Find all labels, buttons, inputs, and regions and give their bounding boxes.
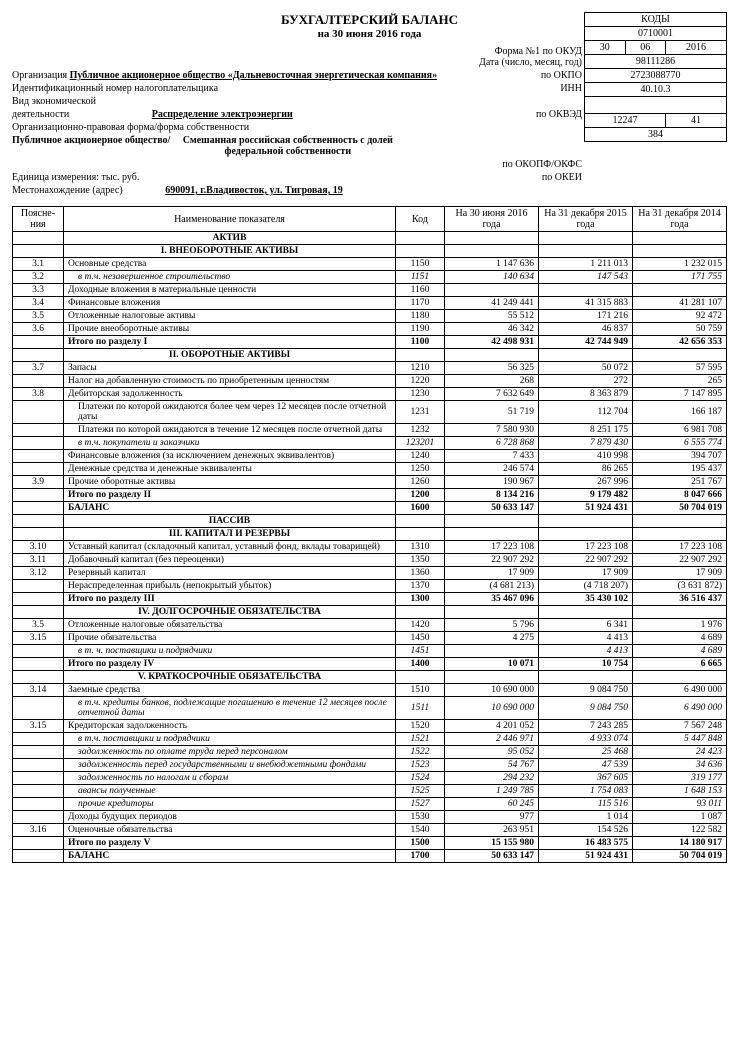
table-row: Итого по разделу IV140010 07110 7546 665 <box>13 658 727 671</box>
table-row: 3.16Оценочные обязательства1540263 95115… <box>13 824 727 837</box>
table-row: 3.14Заемные средства151010 690 0009 084 … <box>13 684 727 697</box>
table-row: 3.8Дебиторская задолженность12307 632 64… <box>13 388 727 401</box>
date-day: 30 <box>585 41 626 55</box>
table-row: V. КРАТКОСРОЧНЫЕ ОБЯЗАТЕЛЬСТВА <box>13 671 727 684</box>
table-row: прочие кредиторы152760 245115 51693 011 <box>13 798 727 811</box>
okved-val: 40.10.3 <box>585 83 727 97</box>
table-row: БАЛАНС160050 633 14751 924 43150 704 019 <box>13 502 727 515</box>
table-row: 3.5Отложенные налоговые активы118055 512… <box>13 310 727 323</box>
table-row: III. КАПИТАЛ И РЕЗЕРВЫ <box>13 528 727 541</box>
act-label: Вид экономической <box>12 96 96 107</box>
table-row: АКТИВ <box>13 232 727 245</box>
table-row: в т.ч. покупатели и заказчики1232016 728… <box>13 437 727 450</box>
form-label: Форма №1 по ОКУД <box>12 46 582 57</box>
table-row: 3.1Основные средства11501 147 6361 211 0… <box>13 258 727 271</box>
th-col1: На 30 июня 2016 года <box>445 207 539 232</box>
table-row: Денежные средства и денежные эквиваленты… <box>13 463 727 476</box>
unit-label: Единица измерения: тыс. руб. <box>12 172 139 183</box>
table-row: Итого по разделу II12008 134 2169 179 48… <box>13 489 727 502</box>
codes-table: КОДЫ 0710001 30 06 2016 98111286 2723088… <box>584 12 727 142</box>
table-row: Итого по разделу I110042 498 93142 744 9… <box>13 336 727 349</box>
okud-val: 0710001 <box>585 27 727 41</box>
inn-label: Идентификационный номер налогоплательщик… <box>12 83 218 94</box>
inn-r: ИНН <box>560 83 582 94</box>
table-row: 3.7Запасы121056 32550 07257 595 <box>13 362 727 375</box>
header-block: БУХГАЛТЕРСКИЙ БАЛАНС на 30 июня 2016 год… <box>12 12 727 196</box>
okei-label: по ОКЕИ <box>542 172 582 183</box>
table-row: в т.ч. поставщики и подрядчики15212 446 … <box>13 733 727 746</box>
table-row: ПАССИВ <box>13 515 727 528</box>
act-label2: деятельности <box>12 109 69 120</box>
table-row: БАЛАНС170050 633 14751 924 43150 704 019 <box>13 850 727 863</box>
th-note: Поясне- ния <box>13 207 64 232</box>
table-row: Доходы будущих периодов15309771 0141 087 <box>13 811 727 824</box>
table-row: Нераспределенная прибыль (непокрытый убы… <box>13 580 727 593</box>
okopf1-val: 12247 <box>585 114 666 128</box>
table-row: IV. ДОЛГОСРОЧНЫЕ ОБЯЗАТЕЛЬСТВА <box>13 606 727 619</box>
okved-label: по ОКВЭД <box>536 109 582 120</box>
okopf2-val: 41 <box>666 114 727 128</box>
table-row: 3.10Уставный капитал (складочный капитал… <box>13 541 727 554</box>
table-row: 3.6Прочие внеоборотные активы119046 3424… <box>13 323 727 336</box>
balance-table: Поясне- ния Наименование показателя Код … <box>12 206 727 863</box>
table-row: 3.3Доходные вложения в материальные ценн… <box>13 284 727 297</box>
inn-val: 2723088770 <box>585 69 727 83</box>
table-row: в т. ч. поставщики и подрядчики14514 413… <box>13 645 727 658</box>
org-label: Организация <box>12 70 67 81</box>
table-row: Финансовые вложения (за исключением дене… <box>13 450 727 463</box>
okpo-val: 98111286 <box>585 55 727 69</box>
th-col2: На 31 декабря 2015 года <box>539 207 633 232</box>
act-val: Распределение электроэнергии <box>152 109 293 120</box>
table-row: 3.12Резервный капитал136017 90917 90917 … <box>13 567 727 580</box>
okei-val: 384 <box>585 128 727 142</box>
addr-val: 690091, г.Владивосток, ул. Тигровая, 19 <box>165 185 343 196</box>
table-row: в т.ч. кредиты банков, подлежащие погаше… <box>13 697 727 720</box>
th-name: Наименование показателя <box>64 207 396 232</box>
own-val: Смешанная российская собственность с дол… <box>173 135 403 157</box>
table-row: 3.2в т.ч. незавершенное строительство115… <box>13 271 727 284</box>
table-row: Платежи по которой ожидаются более чем ч… <box>13 401 727 424</box>
table-row: 3.5Отложенные налоговые обязательства142… <box>13 619 727 632</box>
table-row: Итого по разделу V150015 155 98016 483 5… <box>13 837 727 850</box>
table-row: II. ОБОРОТНЫЕ АКТИВЫ <box>13 349 727 362</box>
codes-header: КОДЫ <box>585 13 727 27</box>
addr-label: Местонахождение (адрес) <box>12 185 123 196</box>
form-org-val: Публичное акционерное общество/ <box>12 135 170 146</box>
table-row: I. ВНЕОБОРОТНЫЕ АКТИВЫ <box>13 245 727 258</box>
table-row: задолженность по налогам и сборам1524294… <box>13 772 727 785</box>
org-val: Публичное акционерное общество «Дальнево… <box>70 70 437 81</box>
okpo-label: по ОКПО <box>541 70 582 81</box>
date-month: 06 <box>625 41 666 55</box>
table-row: Итого по разделу III130035 467 09635 430… <box>13 593 727 606</box>
table-row: авансы полученные15251 249 7851 754 0831… <box>13 785 727 798</box>
table-row: 3.15Прочие обязательства14504 2754 4134 … <box>13 632 727 645</box>
okopf-label: по ОКОПФ/ОКФС <box>12 159 582 170</box>
date-label: Дата (число, месяц, год) <box>12 57 582 68</box>
table-row: 3.4Финансовые вложения117041 249 44141 3… <box>13 297 727 310</box>
table-row: 3.9Прочие оборотные активы1260190 967267… <box>13 476 727 489</box>
date-year: 2016 <box>666 41 727 55</box>
table-row: Налог на добавленную стоимость по приобр… <box>13 375 727 388</box>
table-row: задолженность перед государственными и в… <box>13 759 727 772</box>
table-row: задолженность по оплате труда перед перс… <box>13 746 727 759</box>
table-row: 3.15Кредиторская задолженность15204 201 … <box>13 720 727 733</box>
table-row: Платежи по которой ожидаются в течение 1… <box>13 424 727 437</box>
table-row: 3.11Добавочный капитал (без переоценки)1… <box>13 554 727 567</box>
th-code: Код <box>396 207 445 232</box>
th-col3: На 31 декабря 2014 года <box>633 207 727 232</box>
